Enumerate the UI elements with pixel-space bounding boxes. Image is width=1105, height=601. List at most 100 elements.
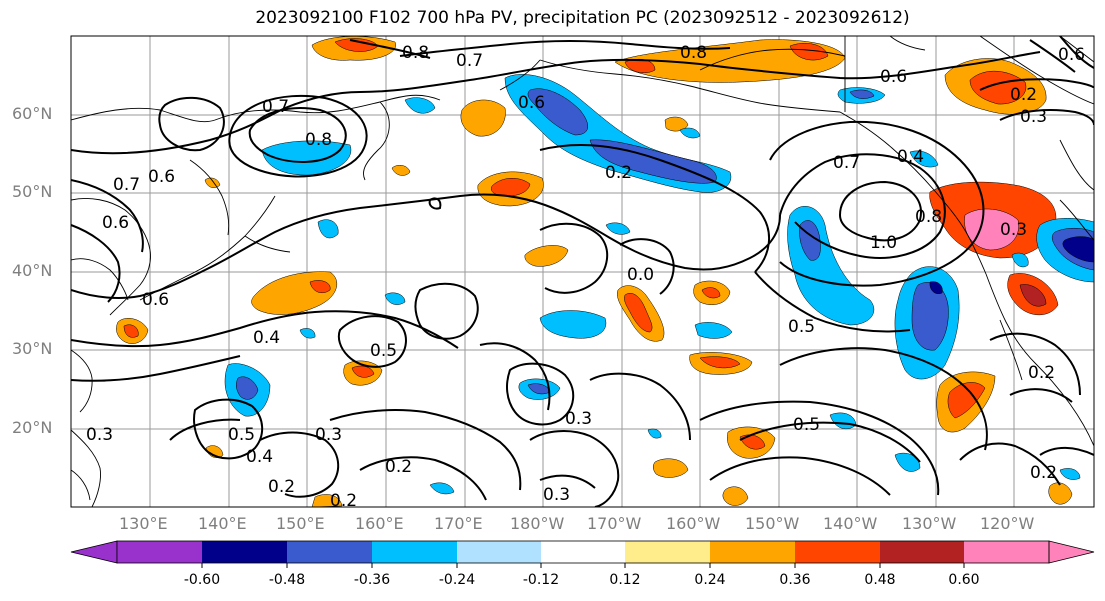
contour-label: 0.5 [370, 341, 397, 361]
contour-label: 0.5 [228, 425, 255, 445]
contour-label: 0.6 [142, 290, 169, 310]
precip-negative-area [539, 310, 607, 339]
contour-label: 0.3 [86, 425, 113, 445]
precip-negative-area [1059, 468, 1081, 480]
contour-label: 0.4 [897, 147, 924, 167]
precip-negative-area [299, 328, 316, 339]
map-title: 2023092100 F102 700 hPa PV, precipitatio… [255, 8, 910, 28]
contour-label: 0.3 [543, 485, 570, 505]
colorbar-tick-label: -0.48 [268, 572, 306, 588]
colorbar-swatch [287, 541, 372, 563]
contour-label: 0.8 [680, 43, 707, 63]
precip-positive-area [391, 164, 411, 176]
colorbar-swatch [710, 541, 795, 563]
colorbar-tick-label: -0.12 [522, 572, 560, 588]
precip-negative-area [909, 150, 939, 168]
colorbar-tick-label: -0.24 [438, 572, 476, 588]
precip-negative-area [605, 222, 631, 235]
contour-label: 0.3 [1020, 107, 1047, 127]
contour-label: 0.7 [833, 153, 860, 173]
contour-label: 0.6 [102, 213, 129, 233]
precip-positive-area [1048, 482, 1073, 505]
longitude-label: 140°W [823, 514, 878, 533]
precip-negative-area [679, 127, 701, 139]
precip-positive-area [460, 99, 506, 137]
colorbar-tick-label: -0.60 [183, 572, 221, 588]
longitude-label: 120°W [980, 514, 1035, 533]
longitude-label: 170°E [434, 514, 483, 533]
longitude-label: 180°W [510, 514, 565, 533]
longitude-label: 160°E [355, 514, 404, 533]
colorbar-tick-label: 0.60 [948, 572, 980, 588]
colorbar-swatch [880, 541, 964, 563]
colorbar-extend-right [1048, 540, 1095, 564]
colorbar [70, 540, 1095, 568]
pv-contours [71, 36, 1094, 507]
precip-negative-area [404, 97, 436, 114]
contour-labels: 0.8 0.7 0.8 0.6 0.6 0.7 0.8 0.7 0.6 0.6 … [86, 43, 1085, 511]
contour-label: 0.7 [113, 175, 140, 195]
map-panel: 0.8 0.7 0.8 0.6 0.6 0.7 0.8 0.7 0.6 0.6 … [71, 36, 1094, 511]
colorbar-tick-label: -0.36 [353, 572, 391, 588]
colorbar-tick-label: 0.24 [694, 572, 726, 588]
longitude-label: 130°W [902, 514, 957, 533]
latitude-label: 40°N [12, 261, 53, 280]
contour-label: 0.6 [880, 67, 907, 87]
contour-label: 0.5 [788, 317, 815, 337]
latitude-label: 20°N [12, 418, 53, 437]
contour-label: 0.5 [793, 415, 820, 435]
coastlines [71, 36, 1094, 507]
precip-positive-area [524, 245, 569, 267]
precip-negative-area [894, 452, 921, 472]
precip-positive-area [311, 494, 343, 507]
contour-label: 0.3 [565, 409, 592, 429]
colorbar-tick-label: 0.12 [609, 572, 641, 588]
longitude-label: 140°E [198, 514, 247, 533]
colorbar-tick-label: 0.36 [779, 572, 811, 588]
colorbar-extend-left [70, 540, 118, 564]
colorbar-swatch [372, 541, 457, 563]
precip-positive-area [664, 116, 689, 132]
latitude-label: 60°N [12, 104, 53, 123]
precip-negative-area [1011, 252, 1029, 268]
longitude-label: 170°W [587, 514, 642, 533]
contour-label: 1.0 [870, 233, 897, 253]
colorbar-swatch [964, 541, 1049, 563]
colorbar-swatch [541, 541, 625, 563]
contour-label: 0.8 [305, 130, 332, 150]
longitude-label: 130°E [119, 514, 168, 533]
longitude-label: 150°E [276, 514, 325, 533]
contour-label: 0.2 [1010, 85, 1037, 105]
contour-label: 0.4 [246, 447, 273, 467]
colorbar-swatch [457, 541, 541, 563]
contour-label: 0.6 [148, 167, 175, 187]
contour-label: 0.0 [627, 265, 654, 285]
contour-label: 0.6 [518, 93, 545, 113]
contour-label: 0.4 [253, 328, 280, 348]
contour-label: 0.2 [1028, 363, 1055, 383]
contour-label: 0.7 [262, 97, 289, 117]
precipitation-shading [116, 36, 1094, 507]
precip-negative-area [261, 140, 352, 176]
contour-label: 0.2 [268, 477, 295, 497]
contour-label: 0.2 [1030, 463, 1057, 483]
precip-negative-area [317, 219, 339, 239]
precip-negative-area [647, 428, 662, 439]
latitude-label: 50°N [12, 182, 53, 201]
contour-label: 0.3 [1000, 220, 1027, 240]
precip-positive-area [722, 486, 749, 506]
contour-label: 0.8 [402, 43, 429, 63]
contour-label: 0.2 [605, 163, 632, 183]
longitude-label: 150°W [745, 514, 800, 533]
contour-label: 0.8 [915, 207, 942, 227]
contour-label: 0.2 [385, 457, 412, 477]
contour-label: 0.3 [315, 425, 342, 445]
precip-negative-area [384, 292, 406, 305]
precip-negative-area [429, 482, 455, 495]
colorbar-tick-label: 0.48 [864, 572, 896, 588]
latitude-label: 30°N [12, 339, 53, 358]
contour-label: 0.2 [330, 491, 357, 511]
colorbar-swatch [117, 541, 202, 563]
precip-positive-area [652, 458, 689, 478]
map-frame [70, 35, 1095, 508]
